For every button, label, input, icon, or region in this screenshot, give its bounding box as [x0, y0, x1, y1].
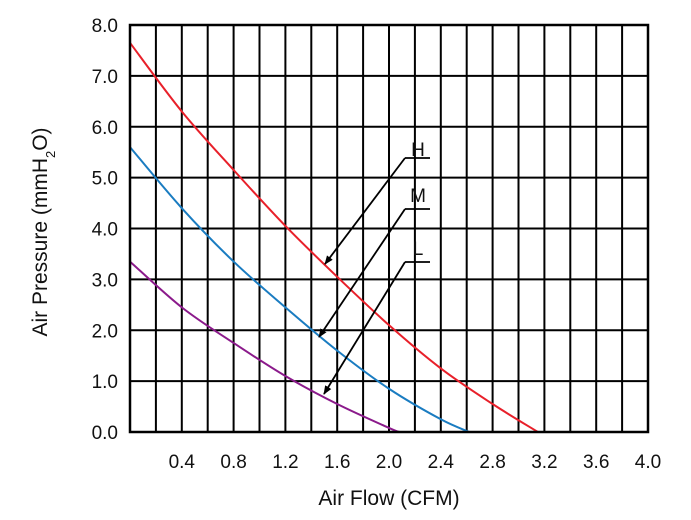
x-tick-label: 1.2 [272, 452, 298, 473]
curve-label-l: L [413, 239, 424, 260]
y-axis-title-suffix: O) [29, 127, 52, 150]
x-tick-label: 4.0 [635, 452, 661, 473]
y-tick-label: 7.0 [92, 67, 118, 88]
x-tick-label: 0.4 [169, 452, 196, 473]
series-line-h [129, 42, 539, 433]
grid [130, 25, 648, 432]
y-axis-title-prefix: Air Pressure (mmH [29, 158, 52, 337]
y-tick-label: 6.0 [92, 118, 118, 139]
x-tick-label: 2.8 [479, 452, 505, 473]
x-tick-label: 3.6 [583, 452, 609, 473]
curve-label-h: H [411, 140, 425, 161]
x-tick-label: 2.0 [376, 452, 402, 473]
y-axis-title-subscript: 2 [43, 151, 58, 158]
y-tick-label: 1.0 [92, 372, 118, 393]
y-tick-label: 3.0 [92, 270, 118, 291]
x-tick-label: 0.8 [220, 452, 246, 473]
series-line-l [129, 260, 400, 433]
y-tick-label: 0.0 [92, 423, 118, 444]
plot-frame [128, 23, 650, 434]
x-tick-label: 2.4 [428, 452, 455, 473]
curve-labels: H M L [318, 140, 430, 395]
curve-label-arrow [323, 261, 406, 395]
curve-label-m: M [410, 186, 426, 207]
plot-border [128, 23, 650, 434]
y-tick-labels: 0.0 1.0 2.0 3.0 4.0 5.0 6.0 7.0 8.0 [92, 16, 118, 444]
curves [129, 42, 539, 433]
x-tick-label: 3.2 [531, 452, 557, 473]
y-tick-label: 5.0 [92, 169, 118, 190]
y-tick-label: 4.0 [92, 220, 118, 241]
y-tick-label: 8.0 [92, 16, 118, 37]
x-tick-label: 1.6 [324, 452, 350, 473]
x-tick-labels: 0.4 0.8 1.2 1.6 2.0 2.4 2.8 3.2 3.6 4.0 [169, 452, 662, 473]
x-axis-title: Air Flow (CFM) [318, 487, 459, 510]
curve-label-arrow [324, 157, 406, 265]
curve-label-arrow [318, 208, 406, 338]
y-axis-title: Air Pressure (mmH2O) [29, 127, 58, 336]
y-tick-label: 2.0 [92, 321, 118, 342]
series-line-m [129, 146, 470, 433]
